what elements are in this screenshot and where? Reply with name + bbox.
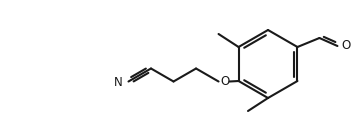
Text: N: N <box>114 76 122 89</box>
Text: O: O <box>341 39 351 52</box>
Text: O: O <box>220 75 229 88</box>
